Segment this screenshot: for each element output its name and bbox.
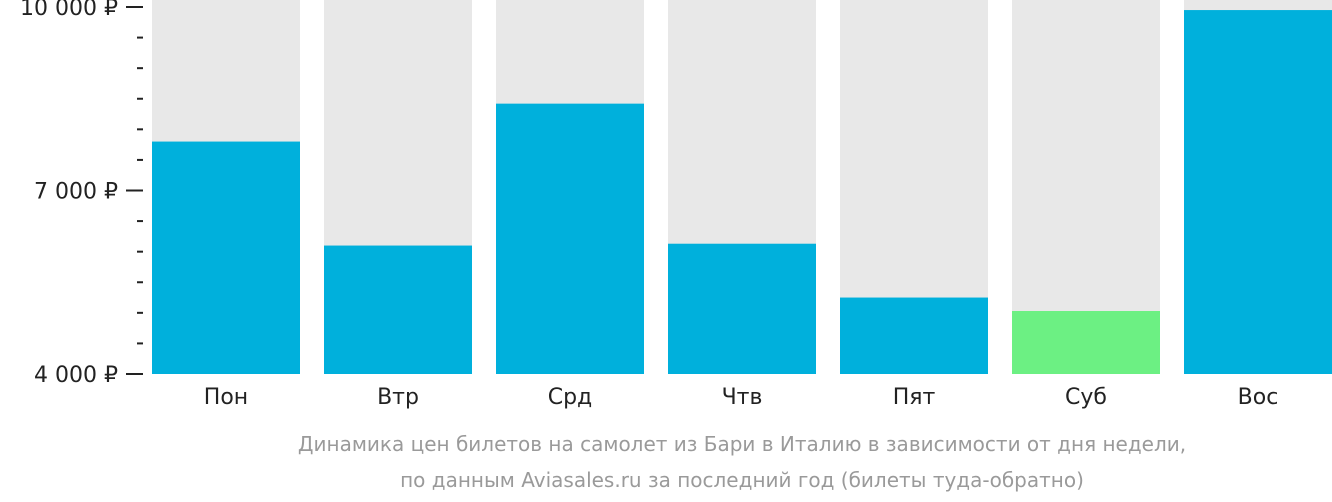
x-tick-label-1: Втр [377,385,419,410]
x-tick-label-3: Чтв [722,385,763,410]
bar-4[interactable] [840,297,988,374]
x-tick-label-4: Пят [893,385,936,410]
x-tick-label-0: Пон [204,385,248,410]
bar-1[interactable] [324,245,472,374]
x-tick-label-2: Срд [548,385,593,410]
y-tick-label-0: 10 000 ₽ [20,0,118,21]
bar-0[interactable] [152,141,300,374]
y-tick-label-2: 4 000 ₽ [34,363,118,388]
bar-6[interactable] [1184,10,1332,375]
chart-caption-line-2: по данным Aviasales.ru за последний год … [400,468,1084,492]
y-tick-label-1: 7 000 ₽ [34,180,118,205]
x-tick-label-6: Вос [1238,385,1279,410]
y-axis: 10 000 ₽ 7 000 ₽ 4 000 ₽ [20,0,143,388]
bar-2[interactable] [496,103,644,374]
bars [152,0,1332,375]
x-axis: Пон Втр Срд Чтв Пят Суб Вос [204,385,1279,410]
price-by-weekday-chart: 10 000 ₽ 7 000 ₽ 4 000 ₽ Пон Втр Срд Чтв Пят Су… [20,0,1332,410]
x-tick-label-5: Суб [1065,385,1107,410]
bar-3[interactable] [668,243,816,374]
chart-caption-line-1: Динамика цен билетов на самолет из Бари … [297,432,1187,456]
bar-5[interactable] [1012,310,1160,374]
